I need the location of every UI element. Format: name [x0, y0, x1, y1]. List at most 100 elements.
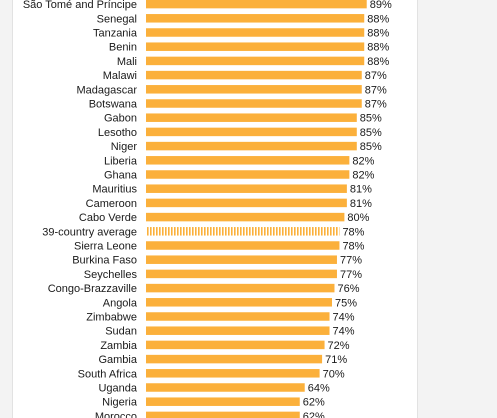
value-label: 82%: [352, 170, 374, 182]
category-label: Cameroon: [86, 198, 137, 210]
bar-row: Liberia 82%: [104, 155, 375, 167]
bar-row: Malawi 87%: [103, 70, 387, 82]
bar-row: Zambia 72%: [100, 340, 349, 352]
category-label: Sudan: [105, 326, 137, 338]
value-label: 62%: [303, 397, 325, 409]
bar: [146, 14, 365, 23]
bar: [146, 198, 347, 208]
value-label: 72%: [328, 340, 350, 352]
value-label: 88%: [367, 13, 389, 25]
category-label: Ghana: [104, 170, 138, 182]
category-label: Congo-Brazzaville: [48, 283, 137, 295]
bar-row: Gabon 85%: [104, 113, 382, 125]
bar: [146, 156, 350, 165]
bar-row: Botswana 87%: [89, 99, 387, 111]
value-label: 88%: [367, 42, 389, 54]
bar: [146, 411, 300, 418]
bar-row: Niger 85%: [111, 141, 382, 153]
category-label: Liberia: [104, 155, 138, 167]
bar-row: Cameroon 81%: [86, 198, 372, 210]
bar-row: Seychelles 77%: [84, 269, 362, 281]
bar: [146, 298, 332, 307]
bar-row: 39-country average 78%: [42, 226, 364, 238]
bar-row: Morocco 62%: [95, 411, 325, 418]
bar: [146, 70, 362, 80]
bar-row: Gambia 71%: [98, 354, 347, 366]
value-label: 64%: [308, 383, 330, 395]
average-bar: [146, 227, 340, 236]
category-label: Nigeria: [102, 397, 138, 409]
bar: [146, 283, 335, 293]
bar-row: Sudan 74%: [105, 326, 355, 338]
category-label: Madagascar: [76, 84, 137, 96]
bar: [146, 397, 300, 406]
value-label: 87%: [365, 99, 387, 111]
bar-row: Senegal 88%: [97, 13, 390, 25]
bar: [146, 99, 362, 108]
value-label: 82%: [352, 155, 374, 167]
category-label: Burkina Faso: [72, 255, 137, 267]
category-label: Mauritius: [92, 184, 137, 196]
category-label: Niger: [111, 141, 138, 153]
category-label: Lesotho: [98, 127, 137, 139]
value-label: 78%: [342, 226, 364, 238]
bar-row: Tanzania 88%: [93, 28, 390, 40]
value-label: 85%: [360, 113, 382, 125]
category-label: Cabo Verde: [79, 212, 137, 224]
bar-row: Mauritius 81%: [92, 184, 372, 196]
bar: [146, 326, 330, 335]
value-label: 87%: [365, 70, 387, 82]
category-label: São Tomé and Príncipe: [23, 0, 137, 11]
bar-row: South Africa 70%: [78, 368, 345, 380]
bar-row: Congo-Brazzaville 76%: [48, 283, 360, 295]
value-label: 81%: [350, 198, 372, 210]
category-label: Zimbabwe: [86, 312, 137, 324]
bar: [146, 369, 320, 378]
bar: [146, 170, 350, 179]
category-label: Tanzania: [93, 28, 138, 40]
bar: [146, 269, 337, 279]
category-label: Uganda: [98, 383, 137, 395]
bar: [146, 354, 323, 364]
bar: [146, 241, 340, 250]
value-label: 78%: [342, 241, 364, 253]
category-label: Gambia: [98, 354, 137, 366]
value-label: 71%: [325, 354, 347, 366]
value-label: 77%: [340, 269, 362, 281]
bar-row: Angola 75%: [103, 297, 358, 309]
category-label: Malawi: [103, 70, 137, 82]
bar: [146, 85, 362, 94]
category-label: Mali: [117, 56, 137, 68]
category-label: 39-country average: [42, 226, 137, 238]
category-label: Sierra Leone: [74, 241, 137, 253]
value-label: 85%: [360, 127, 382, 139]
value-label: 88%: [367, 28, 389, 40]
category-label: Seychelles: [84, 269, 138, 281]
bar-row: Nigeria 62%: [102, 397, 325, 409]
category-label: Senegal: [97, 13, 137, 25]
bar-row: Madagascar 87%: [76, 84, 387, 96]
value-label: 75%: [335, 297, 357, 309]
category-label: Botswana: [89, 99, 138, 111]
bar: [146, 340, 325, 350]
bar-row: Lesotho 85%: [98, 127, 382, 139]
bar: [146, 383, 305, 392]
bar: [146, 212, 345, 222]
value-label: 77%: [340, 255, 362, 267]
bar: [146, 56, 365, 66]
value-label: 76%: [337, 283, 359, 295]
category-label: South Africa: [78, 368, 138, 380]
bar-row: Mali 88%: [117, 56, 390, 68]
bar: [146, 184, 347, 193]
value-label: 87%: [365, 84, 387, 96]
value-label: 85%: [360, 141, 382, 153]
value-label: 88%: [367, 56, 389, 68]
bar: [146, 141, 357, 151]
bar-row: Zimbabwe 74%: [86, 312, 355, 324]
bar-row: Ghana 82%: [104, 170, 375, 182]
bar: [146, 127, 357, 137]
value-label: 81%: [350, 184, 372, 196]
bar: [146, 113, 357, 122]
value-label: 80%: [347, 212, 369, 224]
